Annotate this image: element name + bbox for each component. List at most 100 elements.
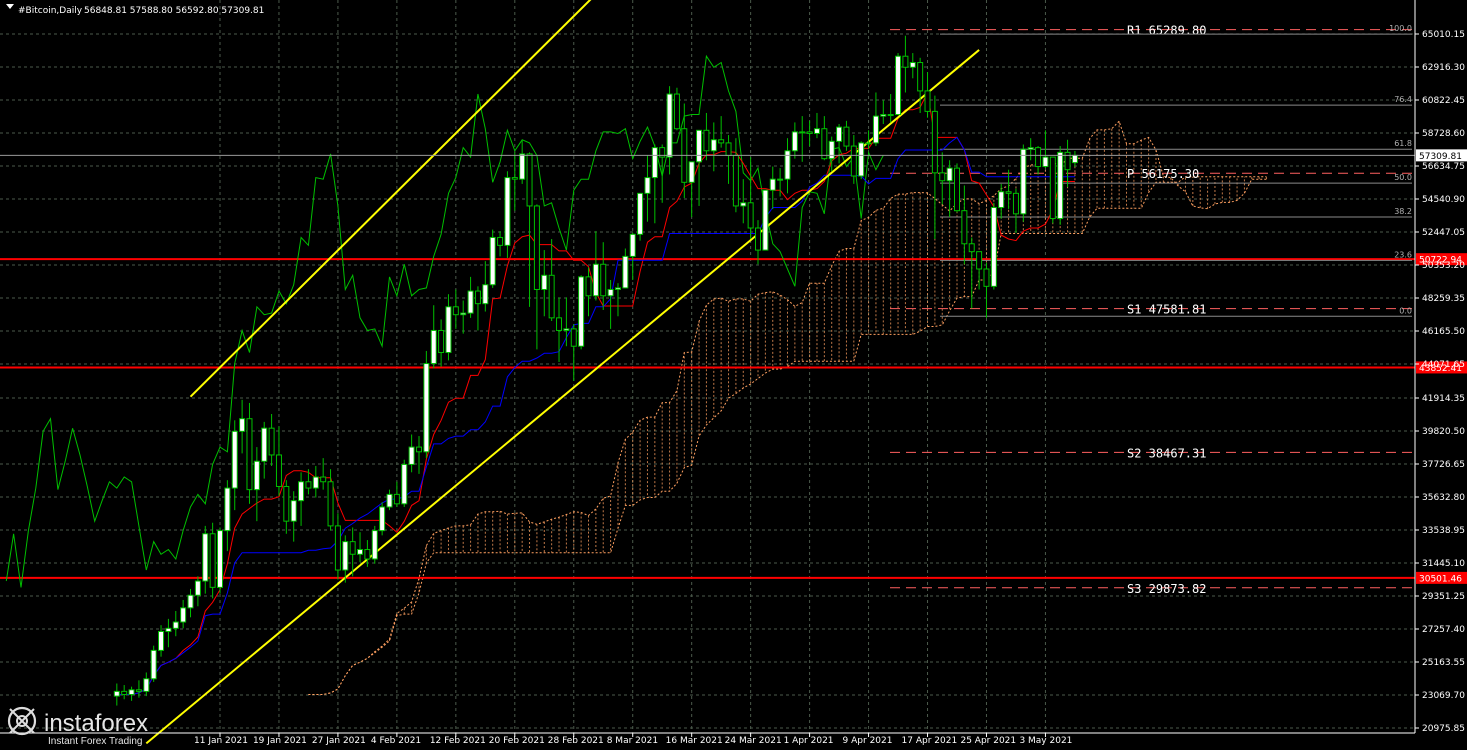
candle-body[interactable] [113, 690, 120, 697]
candle-body[interactable] [954, 167, 960, 212]
candle-body[interactable] [998, 191, 1005, 209]
candle-body[interactable] [150, 649, 157, 680]
candle-body[interactable] [327, 481, 334, 527]
candle-body[interactable] [511, 177, 518, 180]
candle-body[interactable] [563, 328, 570, 331]
candle-body[interactable] [349, 541, 356, 555]
candle-body[interactable] [526, 153, 533, 207]
candle-body[interactable] [312, 476, 319, 489]
candle-body[interactable] [961, 210, 968, 245]
candle-body[interactable] [799, 131, 806, 134]
candle-body[interactable] [939, 172, 946, 182]
candle-body[interactable] [334, 525, 341, 571]
candle-body[interactable] [887, 114, 894, 117]
candle-body[interactable] [467, 290, 474, 314]
candle-body[interactable] [379, 506, 386, 532]
candle-body[interactable] [364, 549, 371, 560]
candle-body[interactable] [732, 155, 739, 207]
candle-body[interactable] [209, 533, 216, 588]
candle-body[interactable] [666, 93, 673, 158]
candle-body[interactable] [718, 139, 725, 144]
candle-body[interactable] [261, 427, 268, 462]
candle-body[interactable] [533, 205, 540, 290]
candle-body[interactable] [482, 284, 489, 305]
candle-body[interactable] [902, 55, 909, 68]
candle-body[interactable] [460, 312, 467, 316]
candle-body[interactable] [239, 418, 246, 432]
candle-body[interactable] [983, 268, 990, 287]
candle-body[interactable] [917, 62, 924, 92]
candle-body[interactable] [703, 129, 710, 152]
candle-body[interactable] [187, 594, 194, 609]
candle-body[interactable] [342, 541, 349, 571]
candle-body[interactable] [143, 678, 150, 692]
candle-body[interactable] [438, 329, 445, 354]
candle-body[interactable] [946, 167, 953, 182]
candle-body[interactable] [931, 110, 938, 174]
candle-body[interactable] [976, 251, 983, 270]
candle-body[interactable] [813, 128, 820, 134]
candle-body[interactable] [850, 145, 857, 177]
candle-body[interactable] [688, 161, 695, 183]
candle-body[interactable] [298, 481, 305, 502]
candle-body[interactable] [777, 178, 784, 181]
candle-body[interactable] [828, 140, 835, 160]
candle-body[interactable] [755, 227, 762, 251]
candle-body[interactable] [747, 202, 754, 229]
candle-body[interactable] [895, 55, 902, 116]
candle-body[interactable] [224, 487, 231, 532]
candle-body[interactable] [578, 276, 585, 347]
candle-body[interactable] [305, 481, 312, 489]
candle-body[interactable] [644, 177, 651, 194]
candle-body[interactable] [320, 476, 327, 483]
candle-body[interactable] [637, 192, 644, 235]
dropdown-triangle-icon[interactable] [6, 4, 14, 9]
candle-body[interactable] [622, 255, 629, 289]
candle-body[interactable] [592, 263, 599, 297]
candle-body[interactable] [614, 287, 621, 290]
candle-body[interactable] [246, 418, 253, 491]
candle-body[interactable] [968, 243, 975, 253]
candle-body[interactable] [408, 446, 415, 465]
candle-body[interactable] [909, 62, 916, 68]
candle-body[interactable] [1042, 156, 1049, 168]
candle-body[interactable] [880, 114, 887, 117]
candle-body[interactable] [430, 329, 437, 365]
candle-body[interactable] [541, 274, 548, 290]
candle-body[interactable] [570, 328, 577, 347]
candle-body[interactable] [836, 126, 843, 142]
candle-body[interactable] [357, 549, 364, 555]
candle-body[interactable] [990, 207, 997, 287]
candle-body[interactable] [791, 131, 798, 152]
candle-body[interactable] [710, 139, 717, 152]
candle-body[interactable] [924, 90, 931, 112]
candle-body[interactable] [1064, 151, 1071, 171]
candle-body[interactable] [762, 189, 769, 251]
candle-body[interactable] [651, 147, 658, 179]
candle-body[interactable] [519, 153, 526, 180]
candle-body[interactable] [673, 93, 680, 130]
candle-body[interactable] [393, 493, 400, 505]
candle-body[interactable] [253, 460, 260, 491]
candle-body[interactable] [165, 627, 172, 632]
candle-body[interactable] [629, 233, 636, 257]
candle-body[interactable] [283, 485, 290, 522]
candle-body[interactable] [128, 689, 135, 696]
candle-body[interactable] [275, 454, 282, 487]
candle-body[interactable] [725, 142, 732, 157]
candle-body[interactable] [696, 129, 703, 163]
candle-body[interactable] [194, 580, 201, 596]
candle-body[interactable] [784, 150, 791, 180]
candle-body[interactable] [386, 493, 393, 508]
candle-body[interactable] [556, 317, 563, 331]
candle-body[interactable] [600, 263, 607, 297]
candlesticks[interactable] [113, 35, 1078, 706]
candle-body[interactable] [504, 177, 511, 246]
candle-body[interactable] [452, 306, 459, 316]
candle-body[interactable] [1057, 151, 1064, 220]
candle-body[interactable] [489, 236, 496, 286]
candle-body[interactable] [585, 276, 592, 297]
candle-body[interactable] [548, 274, 555, 319]
candle-body[interactable] [423, 363, 430, 453]
